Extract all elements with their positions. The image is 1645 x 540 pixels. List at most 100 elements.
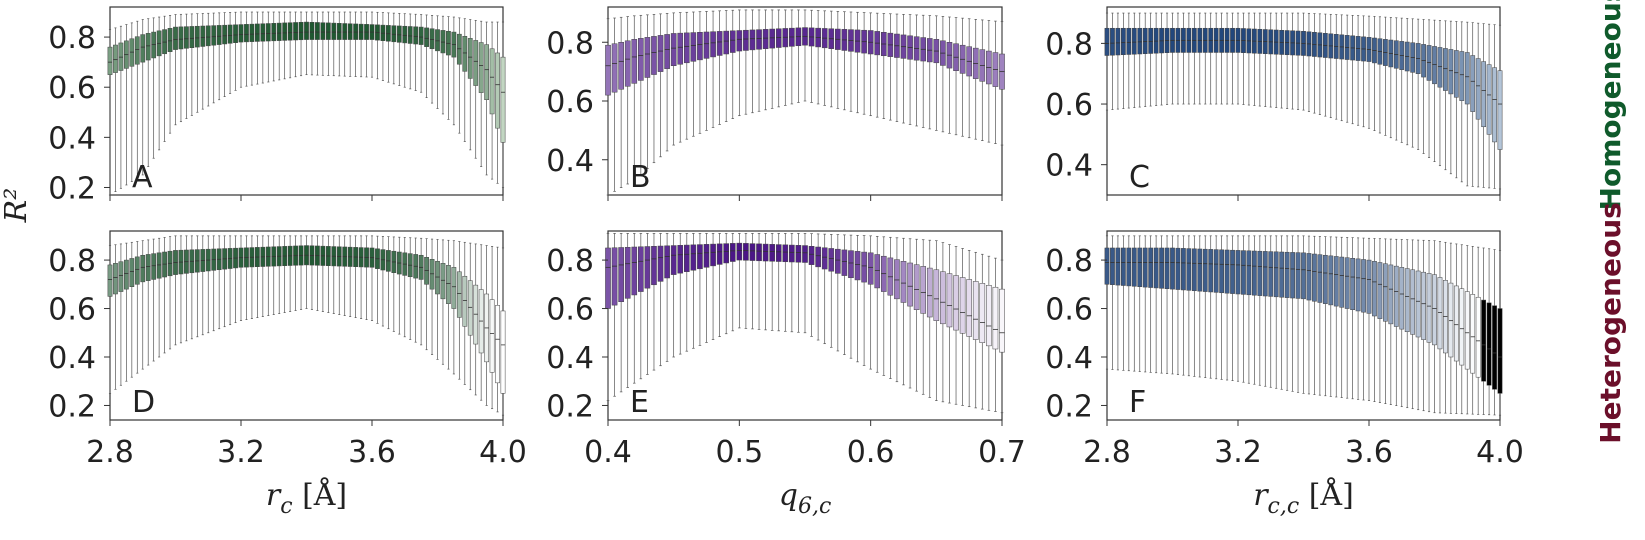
box-iqr: [907, 262, 913, 307]
box-e-36: [841, 234, 848, 355]
box-b-52: [946, 16, 953, 134]
box-iqr: [167, 28, 173, 52]
box-f-69: [1481, 247, 1487, 415]
box-d-28: [260, 235, 266, 317]
box-c-43: [1339, 14, 1345, 122]
box-iqr: [162, 251, 167, 278]
box-d-69: [484, 245, 490, 406]
box-b-58: [986, 20, 992, 143]
box-iqr: [992, 286, 999, 350]
box-a-8: [151, 17, 157, 159]
box-f-58: [1421, 239, 1426, 412]
box-iqr: [624, 246, 631, 299]
box-iqr: [920, 266, 927, 314]
x-tick-label: 2.8: [1083, 435, 1131, 470]
box-iqr: [677, 32, 684, 65]
box-d-60: [435, 239, 440, 360]
box-c-33: [1284, 12, 1290, 109]
box-f-49: [1372, 238, 1377, 402]
box-iqr: [1175, 247, 1181, 290]
box-f-44: [1344, 237, 1350, 399]
box-iqr: [605, 247, 611, 309]
box-d-71: [495, 246, 500, 413]
box-iqr: [162, 29, 167, 55]
box-iqr: [1110, 247, 1115, 285]
y-tick-label: 0.6: [546, 293, 594, 328]
box-c-69: [1481, 23, 1487, 188]
box-b-44: [894, 13, 900, 122]
box-a-44: [347, 11, 353, 77]
box-d-64: [456, 241, 462, 380]
x-tick-label: 3.6: [1345, 435, 1393, 470]
box-d-67: [473, 243, 479, 396]
box-a-45: [353, 11, 359, 77]
box-a-55: [407, 13, 413, 90]
box-iqr: [959, 277, 966, 334]
box-iqr: [618, 247, 624, 303]
box-iqr: [1404, 268, 1410, 333]
y-tick-label: 0.4: [546, 341, 594, 376]
box-d-15: [189, 235, 195, 340]
box-f-71: [1492, 249, 1497, 416]
box-a-62: [446, 16, 451, 120]
box-c-36: [1301, 12, 1306, 111]
box-f-22: [1224, 235, 1230, 381]
box-a-6: [140, 19, 146, 176]
y-axis-title: R²: [0, 188, 34, 224]
box-d-16: [194, 235, 200, 338]
box-b-51: [940, 16, 946, 133]
box-iqr: [249, 23, 255, 42]
box-iqr: [605, 44, 611, 96]
box-iqr: [1497, 70, 1503, 150]
box-c-16: [1191, 12, 1197, 105]
box-b-41: [874, 12, 881, 118]
box-d-17: [200, 235, 206, 336]
box-a-50: [380, 12, 386, 81]
box-iqr: [1475, 58, 1481, 120]
box-a-66: [467, 19, 473, 151]
x-tick-label: 4.0: [1476, 435, 1524, 470]
box-iqr: [1104, 247, 1110, 285]
box-iqr: [1142, 27, 1148, 54]
box-f-18: [1202, 235, 1208, 378]
box-e-16: [710, 233, 716, 340]
box-a-34: [293, 11, 298, 78]
box-e-46: [907, 238, 913, 389]
x-axis-title: q6,c: [779, 478, 832, 519]
box-f-46: [1355, 237, 1361, 400]
box-b-54: [959, 17, 966, 137]
box-e-23: [756, 233, 762, 330]
box-b-6: [644, 14, 651, 169]
box-iqr: [1421, 271, 1426, 340]
box-a-23: [233, 11, 238, 91]
box-iqr: [1159, 247, 1164, 289]
panel-e: 0.2 0.4 0.6 0.8 0.4 0.5 0.6 0.7 Eq6,c: [546, 230, 1026, 519]
box-f-28: [1257, 235, 1263, 386]
box-f-61: [1437, 241, 1443, 414]
box-a-60: [435, 15, 440, 109]
box-iqr: [670, 33, 677, 66]
box-iqr: [315, 22, 320, 40]
box-iqr: [716, 31, 723, 56]
box-iqr: [894, 259, 900, 300]
box-iqr: [151, 31, 157, 59]
box-iqr: [440, 263, 446, 300]
box-iqr: [1197, 248, 1203, 292]
box-a-3: [123, 24, 129, 186]
box-iqr: [271, 23, 277, 42]
box-iqr: [611, 43, 618, 93]
box-e-7: [651, 233, 657, 371]
box-e-51: [940, 242, 946, 403]
box-iqr: [467, 38, 473, 79]
box-iqr: [429, 259, 435, 290]
box-c-39: [1317, 13, 1323, 115]
box-a-70: [489, 21, 495, 180]
box-iqr: [802, 245, 808, 263]
box-iqr: [1382, 263, 1388, 322]
box-f-12: [1170, 235, 1175, 375]
box-iqr: [1415, 270, 1421, 338]
box-b-49: [926, 15, 933, 130]
box-e-11: [677, 233, 684, 355]
box-d-7: [145, 239, 151, 366]
box-e-12: [683, 233, 690, 352]
